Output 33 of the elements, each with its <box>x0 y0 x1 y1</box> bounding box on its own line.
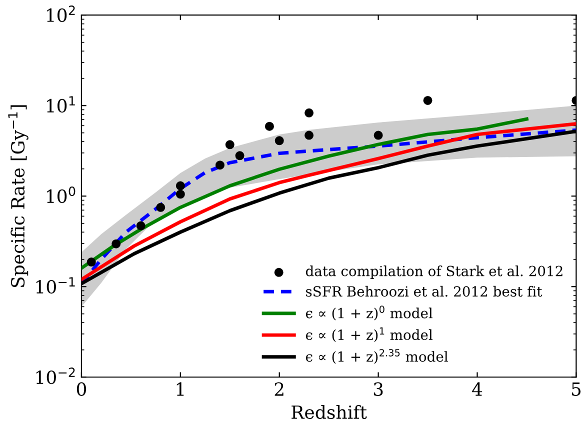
x-tick-label: 5 <box>572 382 581 396</box>
point <box>136 221 146 230</box>
point <box>304 108 314 118</box>
x-tick-label: 4 <box>472 382 482 396</box>
point <box>176 190 185 199</box>
point <box>86 258 96 267</box>
x-tick-label: 0 <box>76 382 86 396</box>
y-tick-label: 10$^{2}$ <box>47 6 75 22</box>
y-axis-title: Specific Rate [Gy$^{−1}$] <box>8 105 28 288</box>
y-tick-label: 10$^{−1}$ <box>36 277 75 294</box>
y-tick-label: 10$^{1}$ <box>47 96 75 113</box>
legend-label: sSFR Behroozi et al. 2012 best fit <box>306 286 542 297</box>
legend-label: ϵ ∝ (1 + z)$^{1}$ model <box>306 327 432 342</box>
point <box>176 181 185 190</box>
point <box>274 136 284 146</box>
x-tick-label: 2 <box>274 382 284 396</box>
x-tick-label: 3 <box>374 382 383 396</box>
legend-label: ϵ ∝ (1 + z)$^{0}$ model <box>306 306 432 320</box>
point <box>264 122 274 131</box>
point <box>374 130 383 140</box>
point <box>304 130 314 140</box>
y-tick-label: 10$^{0}$ <box>47 186 76 204</box>
legend-label: ϵ ∝ (1 + z)$^{2.35}$ model <box>306 349 448 364</box>
point <box>112 239 121 248</box>
x-tick-label: 1 <box>176 382 184 396</box>
x-axis-title: Redshift <box>292 405 367 419</box>
point <box>225 140 234 150</box>
y-tick-label: 10$^{−2}$ <box>36 368 75 384</box>
point <box>423 96 432 105</box>
point <box>215 160 224 170</box>
point <box>156 202 166 212</box>
point <box>235 151 244 160</box>
legend-label: data compilation of Stark et al. 2012 <box>306 266 562 279</box>
